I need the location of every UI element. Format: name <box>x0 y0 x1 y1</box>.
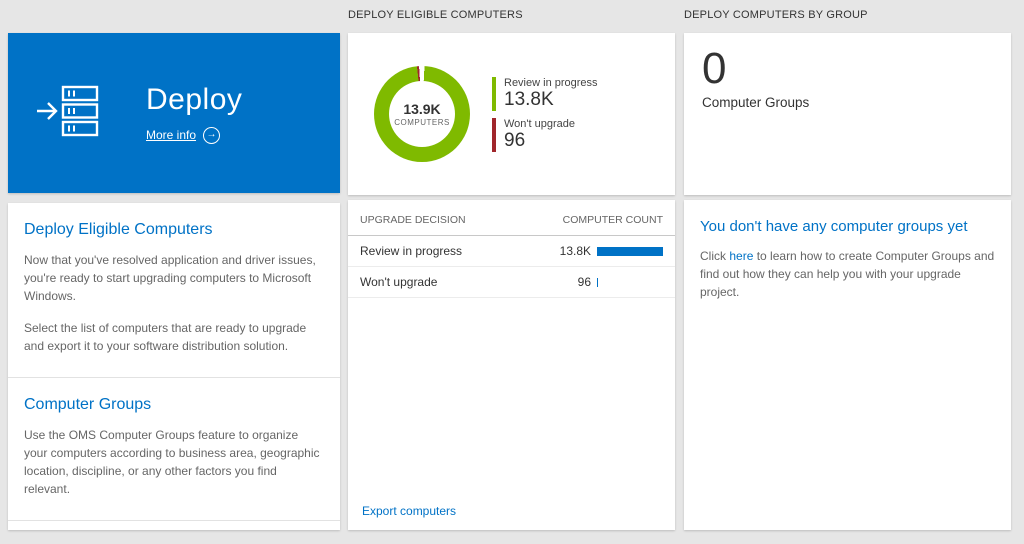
eligible-computers-chart-card[interactable]: 13.9K COMPUTERS Review in progress 13.8K… <box>348 33 675 195</box>
row-bar <box>597 246 663 256</box>
computer-groups-section: Computer Groups Use the OMS Computer Gro… <box>8 378 340 520</box>
left-info-card: Deploy Eligible Computers Now that you'v… <box>8 203 340 530</box>
legend-item-review-in-progress: Review in progress 13.8K <box>492 76 598 111</box>
empty-state-heading: You don't have any computer groups yet <box>700 218 968 235</box>
chart-legend: Review in progress 13.8K Won't upgrade 9… <box>492 70 598 159</box>
legend-item-wont-upgrade: Won't upgrade 96 <box>492 117 598 152</box>
empty-text-post: to learn how to create Computer Groups a… <box>700 249 995 299</box>
section-heading-computer-groups: Computer Groups <box>24 396 152 413</box>
group-count: 0 <box>702 44 727 93</box>
divider <box>8 377 340 378</box>
table-row[interactable]: Won't upgrade 96 <box>348 267 675 298</box>
legend-color-bar <box>492 76 496 111</box>
row-label: Won't upgrade <box>360 275 438 289</box>
empty-state-text: Click here to learn how to create Comput… <box>700 247 995 301</box>
empty-text-pre: Click <box>700 249 730 263</box>
row-bar-track <box>597 277 663 287</box>
tile-text: Deploy More info → <box>146 83 242 144</box>
section-paragraph: Select the list of computers that are re… <box>24 321 307 353</box>
donut-chart: 13.9K COMPUTERS <box>374 66 470 162</box>
group-count-label: Computer Groups <box>702 95 810 111</box>
table-header-row: UPGRADE DECISION COMPUTER COUNT <box>348 200 675 236</box>
row-bar <box>597 277 599 287</box>
deploy-icon <box>36 84 102 143</box>
legend-color-bar <box>492 117 496 152</box>
table-row[interactable]: Review in progress 13.8K <box>348 236 675 267</box>
more-info-label: More info <box>146 128 197 142</box>
deploy-tile[interactable]: Deploy More info → <box>8 33 340 193</box>
section-heading-deploy-eligible: Deploy Eligible Computers <box>24 221 213 238</box>
export-computers-link[interactable]: Export computers <box>362 504 457 518</box>
legend-text: Won't upgrade 96 <box>504 118 575 152</box>
row-bar-track <box>597 246 663 256</box>
legend-label: Review in progress <box>504 76 598 89</box>
section-paragraph: Now that you've resolved application and… <box>24 253 316 303</box>
legend-value: 13.8K <box>504 88 554 110</box>
computer-groups-count-card[interactable]: 0 Computer Groups <box>684 33 1011 195</box>
row-value: 13.8K <box>559 244 591 258</box>
legend-text: Review in progress 13.8K <box>504 77 598 111</box>
donut-hole: 13.9K COMPUTERS <box>389 81 455 147</box>
row-value: 96 <box>577 275 591 289</box>
table-header-computer-count: COMPUTER COUNT <box>562 214 663 226</box>
legend-label: Won't upgrade <box>504 117 576 130</box>
table-header-upgrade-decision: UPGRADE DECISION <box>360 214 466 226</box>
arrow-circle-icon: → <box>203 126 221 144</box>
row-label: Review in progress <box>360 244 463 258</box>
deploy-eligible-section: Deploy Eligible Computers Now that you'v… <box>8 203 340 377</box>
donut-total-value: 13.9K <box>403 101 441 117</box>
no-groups-card: You don't have any computer groups yet C… <box>684 200 1011 530</box>
upgrade-decision-table-card: UPGRADE DECISION COMPUTER COUNT Review i… <box>348 200 675 530</box>
more-info-link[interactable]: More info → <box>146 126 242 144</box>
legend-value: 96 <box>504 129 526 151</box>
middle-column-header: DEPLOY ELIGIBLE COMPUTERS <box>348 9 523 21</box>
tile-title: Deploy <box>146 82 243 116</box>
right-column-header: DEPLOY COMPUTERS BY GROUP <box>684 9 868 21</box>
here-link[interactable]: here <box>729 249 754 263</box>
section-paragraph: Use the OMS Computer Groups feature to o… <box>24 428 320 496</box>
donut-total-label: COMPUTERS <box>394 118 450 127</box>
divider <box>8 520 340 521</box>
